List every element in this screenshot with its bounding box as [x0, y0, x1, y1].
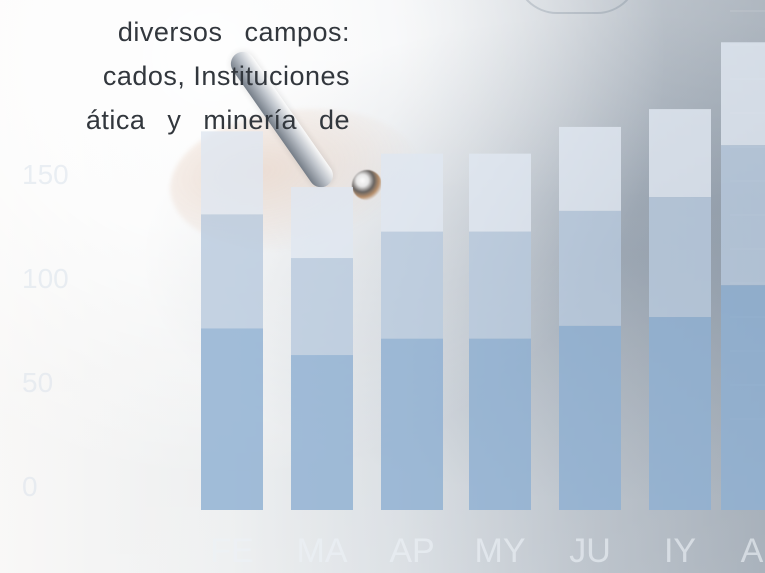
- bar-top-segment: [201, 131, 263, 215]
- caption-line-1: diversos campos:: [117, 17, 350, 47]
- bar: [469, 153, 531, 510]
- bar-bottom-segment: [291, 355, 353, 510]
- bar: [201, 131, 263, 510]
- bar-bottom-segment: [649, 317, 711, 510]
- y-axis-tick-label: 50: [22, 367, 53, 398]
- y-axis-tick-label: 100: [22, 263, 69, 294]
- caption-line-2: cados, Instituciones: [102, 61, 350, 91]
- bar-top-segment: [291, 187, 353, 259]
- bar-top-segment: [721, 42, 765, 146]
- bar-top-segment: [649, 109, 711, 198]
- bar-middle-segment: [721, 145, 765, 286]
- x-axis-tick-label: AP: [389, 532, 434, 570]
- x-axis-tick-label: A: [741, 532, 764, 570]
- bar-middle-segment: [559, 210, 621, 326]
- bar-middle-segment: [469, 231, 531, 339]
- bar-bottom-segment: [559, 325, 621, 510]
- bar-bottom-segment: [381, 338, 443, 510]
- x-axis-tick-label: IY: [664, 532, 696, 570]
- bar: [291, 187, 353, 510]
- bar-top-segment: [469, 153, 531, 232]
- bar: [721, 42, 765, 510]
- x-axis-tick-label: FE: [210, 532, 253, 570]
- y-axis-tick-label: 0: [22, 471, 38, 502]
- bar-bottom-segment: [469, 338, 531, 510]
- x-axis-tick-label: JU: [569, 532, 611, 570]
- caption-line-3: ática y minería de: [85, 105, 350, 135]
- bar: [381, 153, 443, 510]
- x-axis-tick-label: MA: [297, 532, 348, 570]
- bar-bottom-segment: [721, 285, 765, 510]
- y-axis-tick-label: 150: [22, 159, 69, 190]
- bar-middle-segment: [291, 258, 353, 356]
- caption-text: diversos campos: cados, Instituciones át…: [0, 10, 350, 142]
- bar-middle-segment: [649, 197, 711, 318]
- bar-bottom-segment: [201, 328, 263, 510]
- bar-middle-segment: [201, 214, 263, 329]
- bar: [649, 109, 711, 510]
- x-axis-tick-label: MY: [475, 532, 526, 570]
- bar: [559, 126, 621, 510]
- pen-tip: [352, 170, 382, 200]
- bar-top-segment: [559, 126, 621, 211]
- bar-top-segment: [381, 153, 443, 232]
- bar-middle-segment: [381, 231, 443, 339]
